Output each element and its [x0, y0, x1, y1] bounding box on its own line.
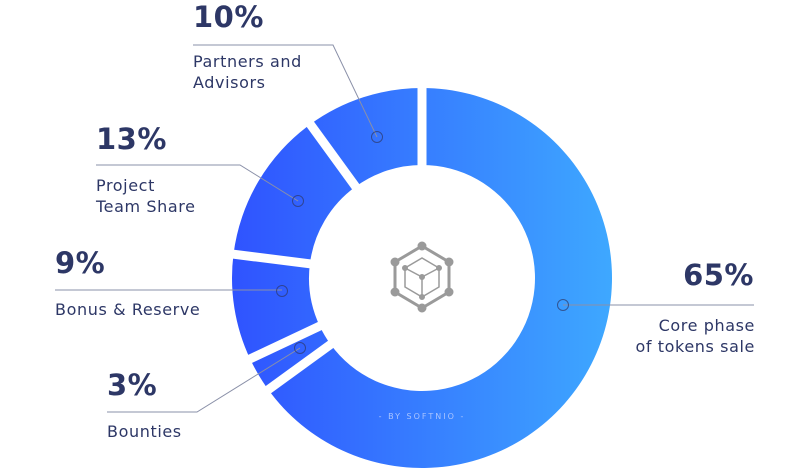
- category-label-partners: Partners and Advisors: [193, 52, 302, 92]
- donut-segment-team: [233, 124, 356, 264]
- category-label-team: Project Team Share: [96, 176, 196, 216]
- value-label-bounties: 3%: [107, 368, 158, 402]
- leader-dot-partners: [371, 131, 383, 143]
- credit-text: - BY SOFTNIO -: [378, 412, 466, 421]
- leader-dot-bounties: [294, 342, 306, 354]
- leader-line-partners: [193, 44, 378, 138]
- hexagon-cube-network-icon: [390, 241, 454, 313]
- segment-gap: [243, 319, 327, 366]
- segment-gap: [261, 337, 338, 397]
- leader-line-team: [96, 164, 299, 202]
- donut-segment-bounties: [250, 326, 331, 390]
- leader-dot-core: [557, 299, 569, 311]
- leader-dot-bonus: [276, 285, 288, 297]
- category-label-core: Core phase of tokens sale: [635, 316, 755, 356]
- leader-dot-team: [292, 195, 304, 207]
- value-label-team: 13%: [96, 122, 167, 156]
- leader-line-bounties: [107, 347, 301, 413]
- segment-gap: [227, 249, 316, 269]
- donut-segment-core: [268, 88, 612, 469]
- category-label-bonus: Bonus & Reserve: [55, 300, 201, 319]
- value-label-core: 65%: [683, 258, 754, 292]
- segment-gap: [303, 117, 363, 194]
- category-label-bounties: Bounties: [107, 422, 182, 441]
- value-label-partners: 10%: [193, 0, 264, 34]
- value-label-bonus: 9%: [55, 246, 106, 280]
